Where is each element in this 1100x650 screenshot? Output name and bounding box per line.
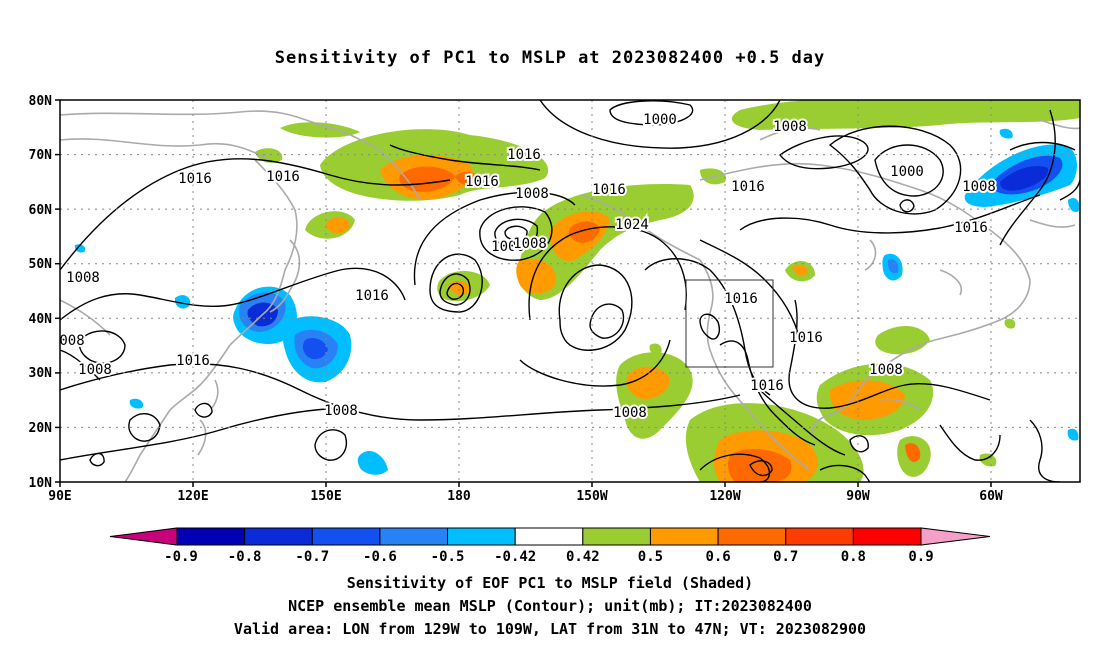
colorbar-max-arrow	[920, 527, 991, 546]
lat-label: 10N	[29, 476, 53, 491]
colorbar-swatch	[514, 527, 584, 546]
contour-label: 1016	[731, 179, 765, 195]
lat-label: 50N	[29, 257, 53, 272]
caption-line-1: Sensitivity of EOF PC1 to MSLP field (Sh…	[346, 574, 754, 592]
caption-line-3: Valid area: LON from 129W to 109W, LAT f…	[233, 620, 867, 638]
contour-label: 1008	[78, 362, 112, 378]
contour-label: 1008	[513, 236, 547, 252]
colorbar-swatch	[379, 527, 449, 546]
contour-label: 1016	[266, 169, 300, 185]
contour-label: 1008	[869, 362, 903, 378]
contour-label: 1016	[954, 220, 988, 236]
contour-label: 1008	[962, 179, 996, 195]
map-title: Sensitivity of PC1 to MSLP at 2023082400…	[274, 48, 826, 68]
colorbar-swatch	[649, 527, 719, 546]
longitude-labels: 90E 120E 150E 180 150W 120W 90W 60W	[48, 489, 1003, 504]
lat-label: 60N	[29, 203, 53, 218]
contour-label: 1016	[750, 378, 784, 394]
lon-label: 120E	[177, 489, 208, 504]
map-plot-area: 1000 100810161016101610081000101610241016…	[59, 100, 1080, 482]
colorbar-swatch	[785, 527, 854, 546]
colorbar-tick-label: -0.7	[295, 549, 329, 565]
contour-label: 1008	[66, 270, 100, 286]
contour-label: 1000	[643, 112, 677, 128]
map-frame	[59, 99, 1081, 483]
lon-label: 150W	[576, 489, 607, 504]
lat-label: 70N	[29, 148, 53, 163]
colorbar-tick-label: -0.5	[431, 549, 465, 565]
colorbar-swatch	[176, 527, 246, 546]
colorbar-swatch	[311, 527, 381, 546]
lon-label: 180	[447, 489, 471, 504]
caption-line-2: NCEP ensemble mean MSLP (Contour); unit(…	[288, 597, 812, 615]
contour-label: 1016	[178, 171, 212, 187]
lon-label: 60W	[979, 489, 1003, 504]
lon-label: 90E	[48, 489, 71, 504]
colorbar-tick-label: 0.7	[773, 549, 798, 565]
colorbar-tick-label: 0.9	[908, 549, 933, 565]
colorbar-tick-label: -0.42	[494, 549, 536, 565]
colorbar-tick-label: 0.8	[841, 549, 866, 565]
contour-label: 1016	[355, 288, 389, 304]
lon-label: 120W	[709, 489, 740, 504]
contour-label: 1008	[324, 403, 358, 419]
colorbar-tick-label: 0.5	[638, 549, 663, 565]
contour-label: 1000	[491, 239, 525, 255]
contour-label: 1016	[465, 174, 499, 190]
colorbar-swatch	[717, 527, 787, 546]
lat-label: 40N	[29, 312, 53, 327]
colorbar-tick-label: -0.8	[228, 549, 262, 565]
contour-label: 008	[59, 333, 84, 349]
colorbar-swatch	[852, 527, 922, 546]
contour-label: 1016	[724, 291, 758, 307]
colorbar-tick-label: -0.9	[164, 549, 198, 565]
colorbar-min-arrow	[109, 527, 178, 546]
lat-label: 30N	[29, 366, 53, 381]
axis-ticks	[55, 99, 992, 487]
contour-label: 1008	[613, 405, 647, 421]
contour-label: 1000	[890, 164, 924, 180]
colorbar-tick-label: -0.6	[363, 549, 397, 565]
graticule	[60, 100, 1080, 482]
colorbar	[109, 527, 991, 546]
contour-label: 1008	[515, 186, 549, 202]
latitude-labels: 80N 70N 60N 50N 40N 30N 20N 10N	[29, 94, 53, 491]
contour-label: 1008	[773, 119, 807, 135]
lat-label: 20N	[29, 421, 53, 436]
lon-label: 150E	[310, 489, 341, 504]
contour-label: 1016	[176, 353, 210, 369]
colorbar-swatch	[447, 527, 516, 546]
lon-label: 90W	[846, 489, 870, 504]
colorbar-labels: -0.9 -0.8 -0.7 -0.6 -0.5 -0.42 0.42 0.5 0.6 0.7 0.…	[164, 549, 934, 565]
valid-area-box	[685, 279, 774, 368]
contour-label: 1024	[615, 217, 649, 233]
contour-label: 1016	[507, 147, 541, 163]
coastlines	[60, 110, 1080, 482]
colorbar-swatch	[244, 527, 313, 546]
sensitivity-shading	[74, 100, 1080, 482]
lat-label: 80N	[29, 94, 53, 109]
colorbar-swatch	[582, 527, 651, 546]
contour-label: 1016	[592, 182, 626, 198]
colorbar-tick-label: 0.6	[705, 549, 730, 565]
contour-labels: 1000 100810161016101610081000101610241016…	[59, 110, 998, 423]
colorbar-tick-label: 0.42	[566, 549, 600, 565]
contour-label: 1016	[789, 330, 823, 346]
mslp-contours	[60, 100, 1080, 482]
